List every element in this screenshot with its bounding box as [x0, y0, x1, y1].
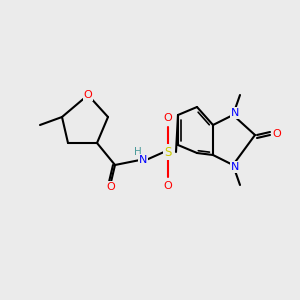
Text: N: N	[231, 162, 239, 172]
Text: N: N	[139, 155, 147, 165]
Text: H: H	[134, 147, 142, 157]
Text: O: O	[273, 129, 281, 139]
Text: O: O	[106, 182, 116, 192]
Text: S: S	[164, 146, 172, 158]
Text: O: O	[164, 181, 172, 191]
Text: O: O	[164, 113, 172, 123]
Text: N: N	[231, 108, 239, 118]
Text: O: O	[84, 90, 92, 100]
